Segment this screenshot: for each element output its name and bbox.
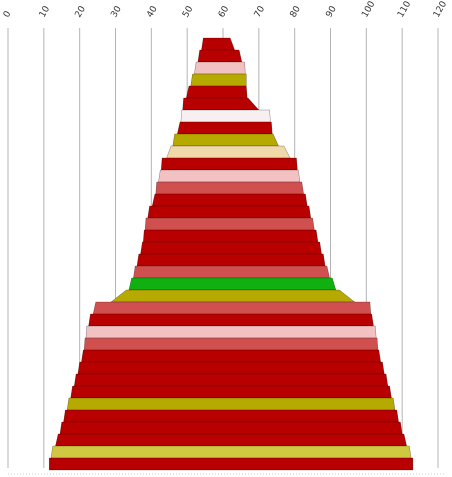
bar — [59, 421, 403, 435]
bar — [83, 337, 379, 351]
x-tick-label: 90 — [324, 4, 339, 19]
x-tick-labels: 0 10 20 30 40 50 60 70 80 90 100 110 120 — [2, 0, 449, 20]
x-tick-label: 120 — [432, 0, 449, 20]
bar — [140, 241, 322, 255]
bar — [144, 217, 315, 231]
bar — [166, 145, 291, 159]
x-tick-label: 0 — [2, 9, 14, 19]
bar — [158, 169, 301, 183]
bar — [77, 361, 385, 375]
bar — [133, 265, 330, 279]
x-tick-label: 30 — [109, 4, 124, 19]
bar — [177, 121, 273, 135]
bar — [88, 313, 374, 327]
bar — [151, 193, 308, 207]
x-tick-label: 40 — [145, 4, 160, 19]
x-tick-label: 80 — [289, 4, 304, 19]
bar — [172, 133, 279, 147]
x-tick-label: 20 — [74, 4, 89, 19]
x-tick-label: 50 — [181, 4, 196, 19]
x-tick-label: 60 — [217, 4, 232, 19]
bar — [136, 253, 326, 267]
x-tick-label: 100 — [360, 0, 377, 20]
bar — [155, 181, 304, 195]
bar — [85, 325, 377, 339]
x-tick-label: 110 — [396, 0, 413, 20]
bar — [180, 109, 271, 123]
bar — [185, 85, 248, 99]
bar — [160, 157, 298, 171]
bar — [197, 49, 243, 63]
bar — [48, 457, 414, 471]
bar — [201, 37, 236, 51]
bar — [92, 301, 372, 315]
bar — [55, 433, 407, 447]
bar — [143, 229, 319, 243]
bar — [66, 397, 396, 411]
bar — [50, 445, 412, 459]
bar — [70, 385, 392, 399]
bar — [194, 61, 246, 75]
bar — [63, 409, 399, 423]
bar — [74, 373, 389, 387]
bar — [81, 349, 381, 363]
bars — [48, 37, 414, 471]
bar — [190, 73, 247, 87]
bar — [147, 205, 312, 219]
x-tick-label: 10 — [38, 4, 53, 19]
x-tick-label: 70 — [253, 4, 268, 19]
bar — [110, 289, 356, 303]
bar — [182, 97, 260, 111]
bar — [128, 277, 337, 291]
